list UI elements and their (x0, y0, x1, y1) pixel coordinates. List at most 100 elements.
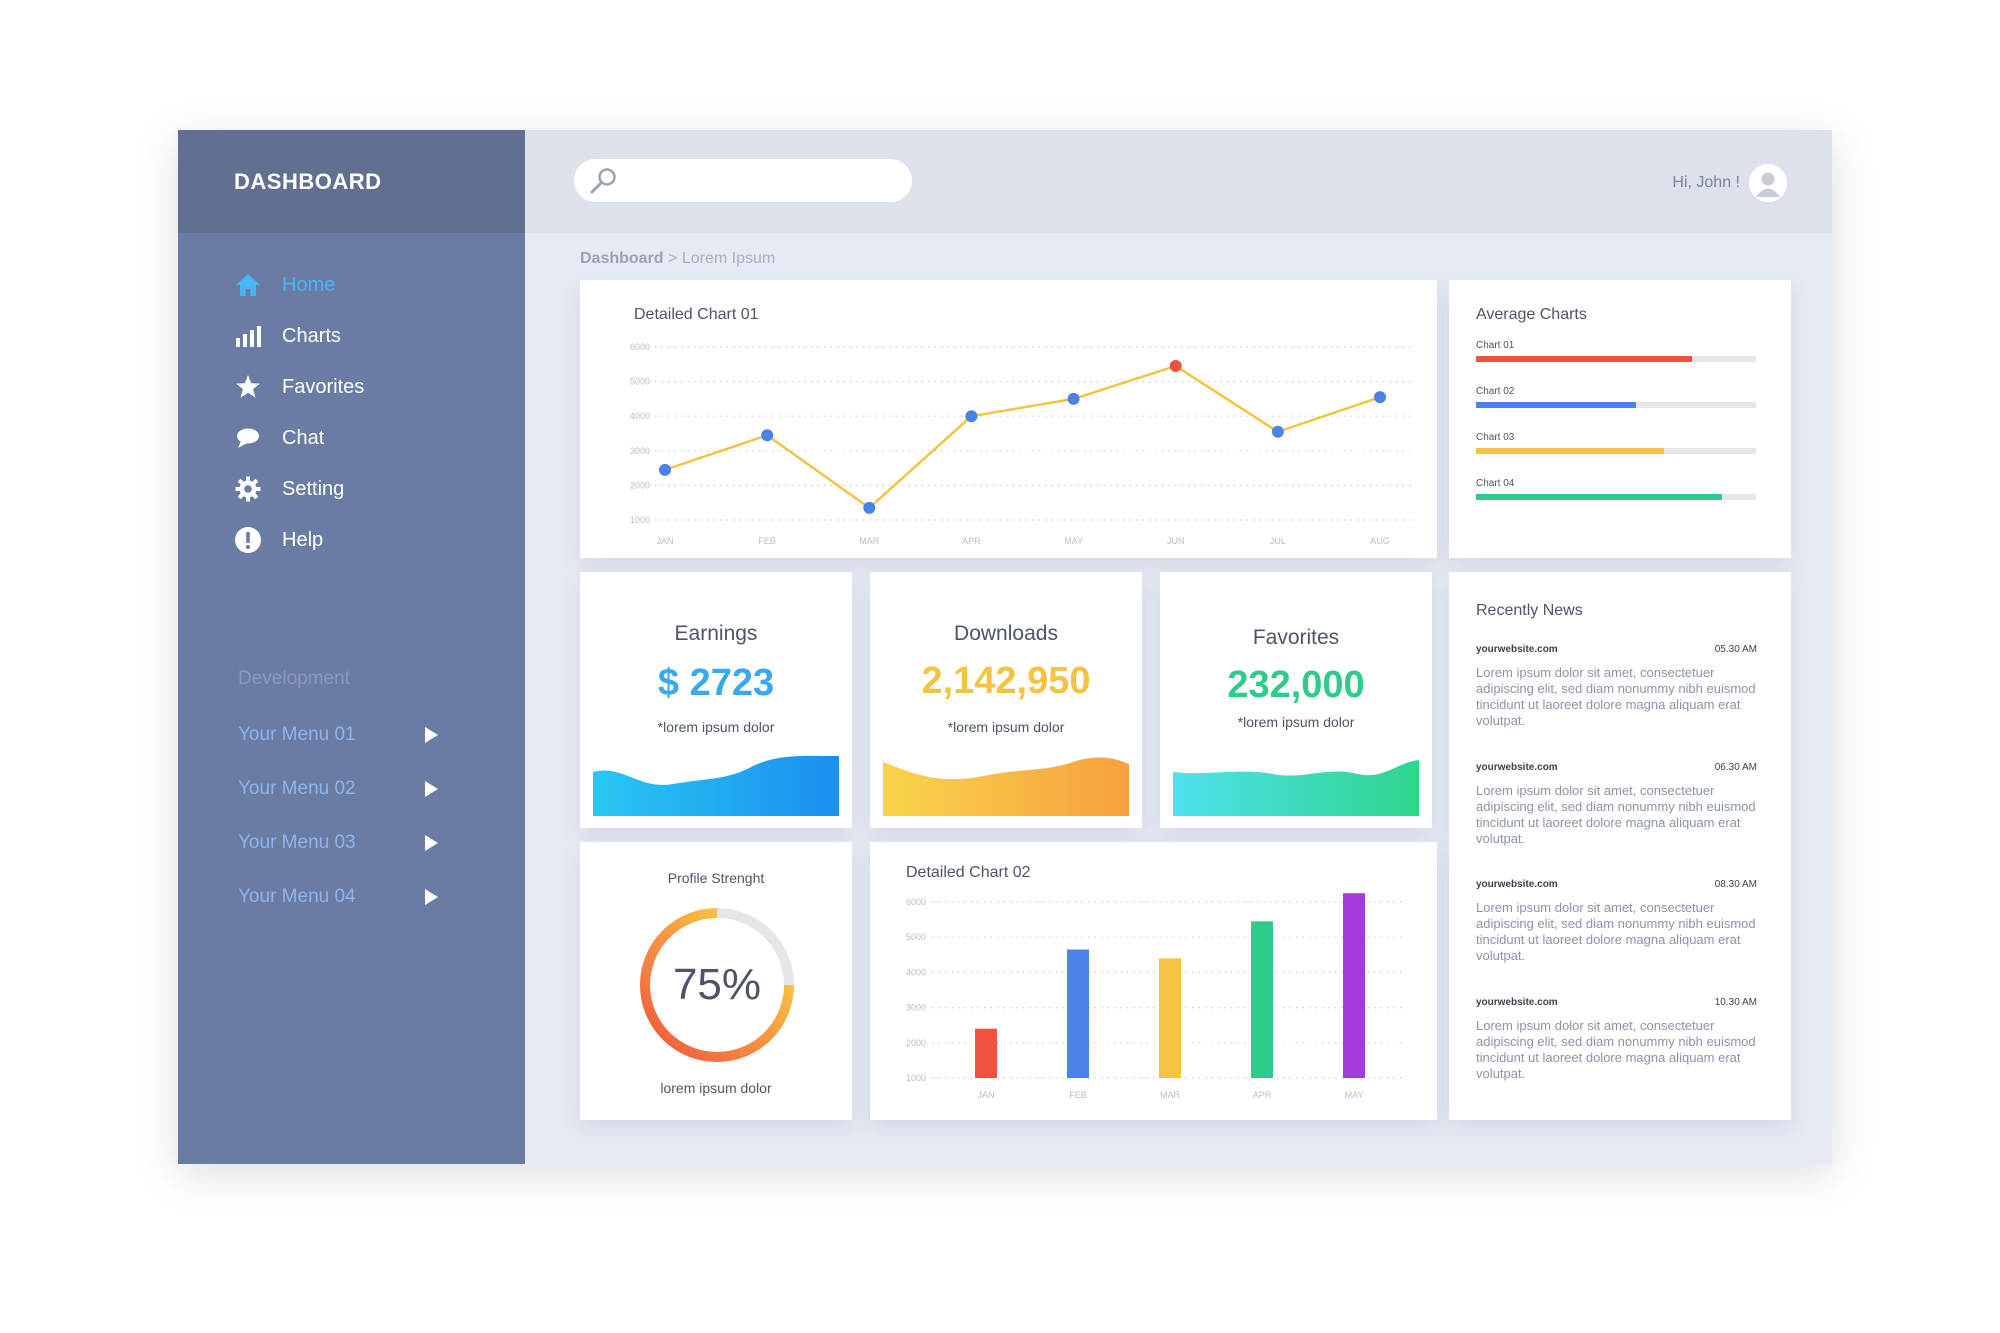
bar[interactable] (1067, 949, 1089, 1078)
data-point[interactable] (761, 429, 774, 442)
x-tick-label: JAN (977, 1090, 994, 1100)
average-charts-title: Average Charts (1476, 306, 1587, 323)
search-input[interactable] (574, 159, 912, 202)
data-point[interactable] (1271, 425, 1284, 438)
average-item-label: Chart 01 (1476, 340, 1515, 351)
chart-01-title: Detailed Chart 01 (634, 306, 759, 323)
earnings-subtext: *lorem ipsum dolor (657, 719, 775, 735)
sidebar-menu-04[interactable]: Your Menu 04 (238, 882, 438, 912)
breadcrumb-separator: > (668, 250, 678, 267)
sidebar-menu-03[interactable]: Your Menu 03 (238, 828, 438, 858)
play-arrow-icon (425, 889, 438, 905)
data-point[interactable] (1067, 392, 1080, 405)
x-tick-label: AUG (1370, 536, 1390, 546)
sidebar-item-favorites[interactable]: Favorites (234, 370, 364, 404)
sidebar-item-label: Charts (282, 324, 341, 347)
favorites-card: Favorites 232,000 *lorem ipsum dolor (1160, 572, 1432, 828)
play-arrow-icon (425, 835, 438, 851)
downloads-wave (883, 757, 1129, 816)
x-tick-label: APR (1253, 1090, 1272, 1100)
y-tick-label: 1000 (630, 515, 650, 525)
y-tick-label: 5000 (906, 932, 926, 942)
breadcrumb-root[interactable]: Dashboard (580, 250, 664, 267)
bar[interactable] (1159, 958, 1181, 1078)
profile-progress-ring: 75% (636, 904, 798, 1066)
sidebar-item-chat[interactable]: Chat (234, 421, 324, 455)
average-charts-card: Average Charts Chart 01 Chart 02 Chart 03 C… (1449, 280, 1791, 558)
average-progress-fill (1476, 356, 1692, 362)
earnings-value: $ 2723 (657, 662, 775, 704)
news-excerpt: Lorem ipsum dolor sit amet, consectetuer… (1476, 1018, 1756, 1081)
bar[interactable] (1251, 921, 1273, 1078)
y-tick-label: 2000 (630, 480, 650, 490)
news-excerpt: Lorem ipsum dolor sit amet, consectetuer… (1476, 665, 1756, 728)
highlight-data-point[interactable] (1169, 360, 1182, 373)
news-time: 05.30 AM (1714, 644, 1757, 655)
sidebar-menu-02[interactable]: Your Menu 02 (238, 774, 438, 804)
progress-arc (640, 908, 794, 1062)
news-item[interactable]: yourwebsite.com 08.30 AM Lorem ipsum dolor… (1476, 879, 1757, 964)
average-item-label: Chart 04 (1476, 478, 1515, 489)
x-tick-label: FEB (758, 536, 776, 546)
sidebar-item-help[interactable]: Help (234, 523, 323, 557)
x-tick-label: APR (962, 536, 981, 546)
sidebar-item-label: Home (282, 273, 336, 296)
home-icon (234, 271, 262, 299)
news-source: yourwebsite.com (1476, 762, 1558, 773)
profile-strength-card: Profile Strenght 75% lorem ipsum dolor (580, 842, 852, 1120)
sidebar-item-label: Favorites (282, 375, 365, 398)
news-item[interactable]: yourwebsite.com 06.30 AM Lorem ipsum dolor… (1476, 762, 1757, 847)
average-item-label: Chart 02 (1476, 386, 1515, 397)
menu-label: Your Menu 02 (238, 778, 356, 799)
news-time: 06.30 AM (1714, 762, 1757, 773)
play-arrow-icon (425, 727, 438, 743)
profile-subtext: lorem ipsum dolor (660, 1080, 772, 1096)
news-item[interactable]: yourwebsite.com 10.30 AM Lorem ipsum dolor… (1476, 997, 1757, 1082)
avatar[interactable] (1749, 164, 1787, 202)
news-source: yourwebsite.com (1476, 644, 1558, 655)
menu-label: Your Menu 04 (238, 886, 356, 907)
bar-chart: 6000 5000 4000 3000 2000 1000 JAN FEB MAR APR MAY (906, 893, 1405, 1100)
data-point[interactable] (965, 410, 978, 423)
x-tick-label: MAR (859, 536, 880, 546)
search-icon[interactable] (589, 166, 619, 196)
recent-news-card: Recently News yourwebsite.com 05.30 AM Lor… (1449, 572, 1791, 1120)
exclamation-icon (234, 526, 262, 554)
average-progress-track (1476, 356, 1756, 362)
sidebar-item-label: Chat (282, 426, 325, 449)
line-chart: 6000 5000 4000 3000 2000 1000 JAN FEB MAR APR MAY J… (630, 342, 1415, 546)
favorites-value: 232,000 (1227, 664, 1365, 706)
sidebar-item-charts[interactable]: Charts (234, 319, 341, 353)
sidebar-menu-01[interactable]: Your Menu 01 (238, 720, 438, 750)
bar[interactable] (975, 1028, 997, 1078)
news-item[interactable]: yourwebsite.com 05.30 AM Lorem ipsum dolor… (1476, 644, 1757, 729)
data-point[interactable] (659, 463, 671, 476)
news-time: 08.30 AM (1714, 879, 1757, 890)
sidebar-item-home[interactable]: Home (234, 268, 335, 302)
star-icon (234, 373, 262, 401)
news-meta: yourwebsite.com 05.30 AM (1476, 644, 1757, 655)
downloads-card: Downloads 2,142,950 *lorem ipsum dolor (870, 572, 1142, 828)
favorites-title: Favorites (1252, 626, 1340, 649)
play-arrow-icon (425, 781, 438, 797)
bar[interactable] (1343, 893, 1365, 1078)
sidebar-item-label: Help (282, 528, 324, 551)
y-tick-label: 5000 (630, 377, 650, 387)
development-section-title: Development (238, 668, 350, 689)
y-tick-label: 1000 (906, 1073, 926, 1083)
data-point[interactable] (863, 501, 876, 514)
data-point[interactable] (1374, 391, 1386, 404)
average-progress-fill (1476, 402, 1636, 408)
sidebar: DASHBOARD Home Charts Favorites Chat (178, 130, 525, 1164)
y-tick-label: 6000 (630, 342, 650, 352)
downloads-subtext: *lorem ipsum dolor (947, 719, 1065, 735)
x-tick-label: JAN (656, 536, 673, 546)
dashboard-window: DASHBOARD Home Charts Favorites Chat (178, 130, 1832, 1164)
sidebar-item-setting[interactable]: Setting (234, 472, 344, 506)
news-meta: yourwebsite.com 10.30 AM (1476, 997, 1757, 1008)
x-tick-label: JUL (1270, 536, 1286, 546)
news-excerpt: Lorem ipsum dolor sit amet, consectetuer… (1476, 900, 1756, 963)
average-progress-track (1476, 402, 1756, 408)
top-bar: Hi, John ! (525, 130, 1832, 233)
gear-icon (234, 475, 262, 503)
